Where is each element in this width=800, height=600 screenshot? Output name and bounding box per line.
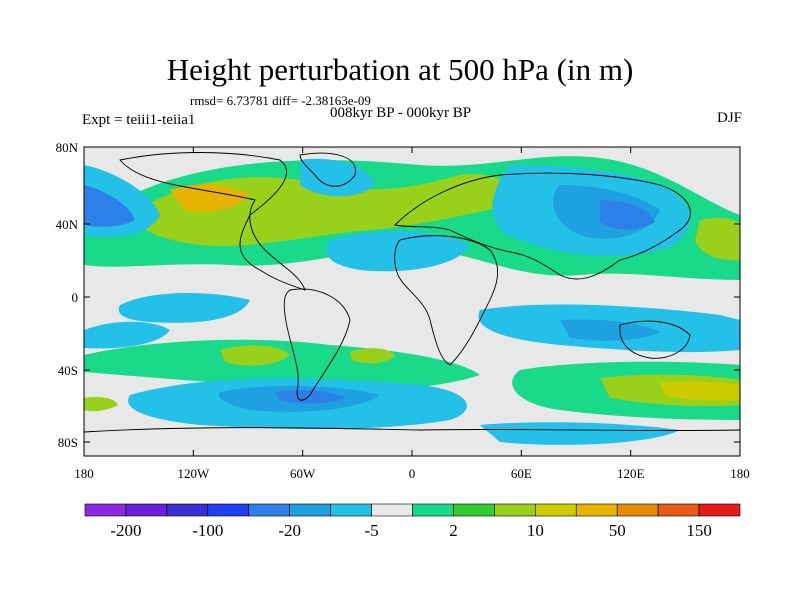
colorbar-label: 50: [609, 521, 626, 540]
contour-negative-far-south: [480, 422, 680, 445]
contour-orange-southern-east: [660, 381, 740, 401]
contour-yellow-south-pacific: [220, 345, 290, 366]
coastline-antarctica: [84, 427, 740, 433]
stats-text: rmsd= 6.73781 diff= -2.38163e-09: [190, 93, 371, 108]
lat-tick-label: 40S: [58, 363, 78, 378]
period-label: 008kyr BP - 000kyr BP: [330, 105, 472, 121]
colorbar-swatch: [698, 503, 741, 517]
lat-tick-label: 80N: [56, 140, 79, 155]
colorbar-swatch: [412, 503, 454, 517]
colorbar: -200 -100 -20 -5 2 10 50 150: [84, 503, 741, 540]
lon-tick-label: 180: [730, 466, 750, 481]
season-label: DJF: [716, 110, 742, 126]
contour-negative-nw-core: [84, 185, 135, 227]
colorbar-swatch: [289, 503, 331, 517]
lon-tick-label: 120W: [177, 466, 210, 481]
colorbar-swatch: [248, 503, 290, 517]
lat-tick-label: 40N: [56, 217, 79, 232]
contour-yellow-sw: [84, 396, 118, 412]
plot-title: Height perturbation at 500 hPa (in m): [166, 52, 634, 87]
colorbar-swatch: [207, 503, 250, 517]
colorbar-label: 2: [449, 521, 458, 540]
lon-tick-label: 180: [74, 466, 94, 481]
colorbar-label: -200: [110, 521, 141, 540]
coastline-australia: [619, 320, 691, 359]
contour-negative-indian-core: [560, 319, 660, 341]
experiment-label: Expt = teiii1-teiia1: [82, 112, 196, 128]
coastline-north-america: [119, 152, 306, 291]
colorbar-label: 150: [686, 521, 712, 540]
contour-negative-southern-core: [275, 390, 345, 404]
colorbar-label: 10: [527, 521, 544, 540]
longitude-axis: 180 120W 60W 0 60E 120E 180: [74, 147, 750, 481]
colorbar-swatch: [616, 503, 659, 517]
colorbar-swatch: [330, 503, 372, 517]
contour-negative-atlantic: [300, 158, 375, 197]
colorbar-swatch: [453, 503, 495, 517]
colorbar-swatch: [125, 503, 168, 517]
colorbar-swatch: [166, 503, 209, 517]
field-layer: [84, 147, 740, 456]
contour-orange-north: [170, 184, 250, 212]
colorbar-swatch: [657, 503, 700, 517]
contour-negative-eurasia-core: [600, 200, 655, 230]
colorbar-label: -5: [364, 521, 378, 540]
colorbar-swatch: [84, 503, 127, 517]
contour-negative-tropical-pacific: [118, 293, 250, 323]
colorbar-label: -100: [192, 521, 223, 540]
contour-positive-east-pacific: [695, 217, 740, 261]
contour-yellow-south-atlantic: [350, 348, 395, 364]
lat-tick-label: 0: [72, 290, 79, 305]
lon-tick-label: 60E: [511, 466, 532, 481]
coastline-greenland: [299, 152, 356, 187]
coastline-europe-asia: [394, 172, 691, 280]
contour-negative-tropical-atlantic: [326, 230, 470, 272]
colorbar-swatch: [535, 503, 577, 517]
latitude-axis: 80N 40N 0 40S 80S: [56, 140, 740, 450]
coastline-africa: [394, 235, 499, 366]
coastlines: [84, 152, 740, 433]
contour-negative-tropical-pacific-2: [84, 321, 170, 349]
colorbar-swatch: [494, 503, 536, 517]
lon-tick-label: 120E: [617, 466, 645, 481]
coastline-south-america: [283, 288, 351, 401]
colorbar-swatch: [575, 503, 618, 517]
lon-tick-label: 0: [409, 466, 416, 481]
lon-tick-label: 60W: [290, 466, 316, 481]
colorbar-swatch: [371, 503, 413, 517]
colorbar-label: -20: [278, 521, 301, 540]
lat-tick-label: 80S: [58, 435, 78, 450]
